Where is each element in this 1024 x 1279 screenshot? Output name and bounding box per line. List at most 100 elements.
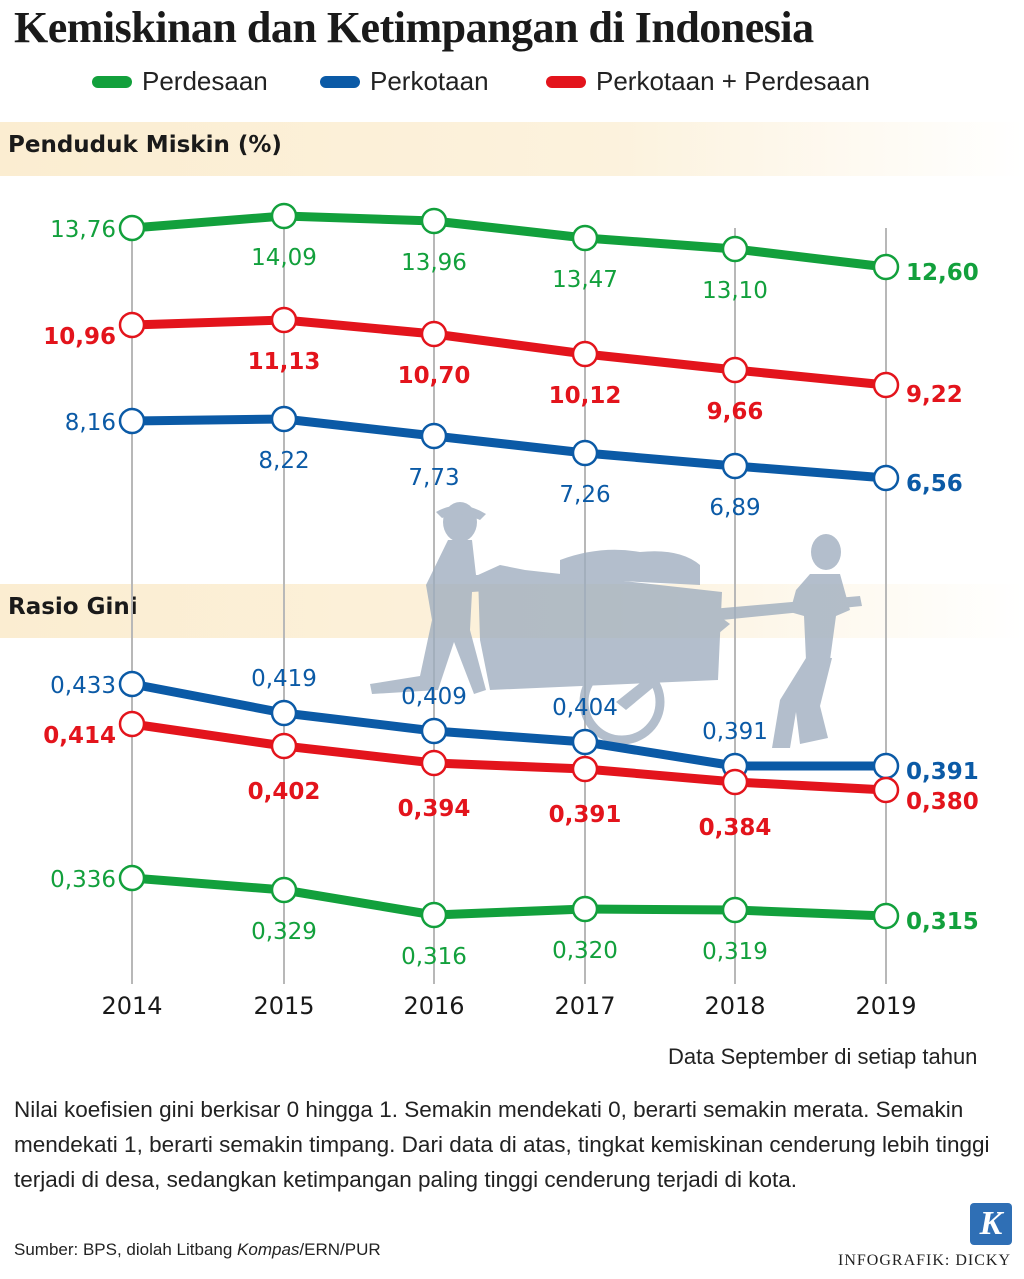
data-point (420, 207, 448, 235)
page-title: Kemiskinan dan Ketimpangan di Indonesia (14, 3, 814, 52)
data-label: 0,336 (50, 867, 116, 893)
data-point (270, 876, 298, 904)
x-axis: 2014 2015 2016 2017 2018 2019 (101, 992, 916, 1020)
series-line (127, 719, 891, 795)
data-point (721, 356, 749, 384)
source-prefix: Sumber: BPS, diolah Litbang (14, 1240, 238, 1259)
data-point (571, 755, 599, 783)
data-label: 0,315 (906, 909, 979, 935)
description-text: Nilai koefisien gini berkisar 0 hingga 1… (14, 1097, 990, 1192)
data-point (118, 710, 146, 738)
data-label: 0,409 (401, 684, 467, 710)
data-label: 0,402 (248, 779, 321, 805)
data-label: 7,26 (559, 482, 610, 508)
data-point (420, 717, 448, 745)
data-label: 13,47 (552, 267, 618, 293)
data-point (118, 311, 146, 339)
data-point (872, 776, 900, 804)
legend-item-perdesaan: Perdesaan (92, 66, 268, 97)
data-label: 0,419 (251, 666, 317, 692)
data-label: 6,89 (709, 495, 760, 521)
x-tick-label: 2019 (855, 992, 916, 1020)
data-label: 10,12 (549, 383, 622, 409)
data-point (420, 320, 448, 348)
data-point (571, 895, 599, 923)
legend-item-gabungan: Perkotaan + Perdesaan (546, 66, 870, 97)
data-label: 8,22 (258, 448, 309, 474)
data-point (571, 224, 599, 252)
data-label: 11,13 (248, 349, 321, 375)
data-point (118, 670, 146, 698)
data-point (420, 422, 448, 450)
series-line (127, 679, 891, 771)
data-label: 9,22 (906, 382, 963, 408)
data-label: 10,70 (398, 363, 471, 389)
data-point (721, 768, 749, 796)
data-label: 0,384 (699, 815, 772, 841)
legend-label: Perdesaan (142, 66, 268, 96)
data-point (721, 896, 749, 924)
data-point (270, 306, 298, 334)
infographic-credit: INFOGRAFIK: DICKY (838, 1252, 1012, 1269)
data-point (872, 752, 900, 780)
legend-label: Perkotaan (370, 66, 489, 96)
data-note: Data September di setiap tahun (668, 1044, 978, 1069)
x-tick-label: 2014 (101, 992, 162, 1020)
data-point (270, 405, 298, 433)
data-label: 0,320 (552, 938, 618, 964)
data-label: 0,391 (702, 719, 768, 745)
section-band-miskin: Penduduk Miskin (%) (0, 122, 1024, 176)
section-title-miskin: Penduduk Miskin (%) (8, 132, 282, 158)
source-publication: Kompas (237, 1240, 300, 1259)
source-text: Sumber: BPS, diolah Litbang Kompas/ERN/P… (14, 1240, 381, 1260)
cart-pushers-illustration (370, 502, 862, 748)
data-point (270, 732, 298, 760)
data-label: 13,76 (50, 217, 116, 243)
data-label: 14,09 (251, 245, 317, 271)
series-line (127, 211, 891, 272)
series-line (127, 315, 891, 390)
x-tick-label: 2015 (253, 992, 314, 1020)
data-label: 8,16 (65, 410, 116, 436)
data-label: 10,96 (43, 324, 116, 350)
data-label: 13,96 (401, 250, 467, 276)
legend-swatch-blue (320, 75, 360, 88)
data-point (571, 340, 599, 368)
data-point (721, 452, 749, 480)
line-chart: 13,76 14,09 13,96 13,47 13,10 12,60 10,96 11,13… (43, 202, 979, 1020)
data-point (420, 901, 448, 929)
kompas-logo: K (970, 1203, 1012, 1245)
data-label: 9,66 (707, 399, 764, 425)
series-line (127, 414, 891, 483)
x-tick-label: 2016 (403, 992, 464, 1020)
data-label: 0,319 (702, 939, 768, 965)
data-label: 0,414 (43, 723, 116, 749)
legend-label: Perkotaan + Perdesaan (596, 66, 870, 96)
data-point (721, 235, 749, 263)
data-label: 0,329 (251, 919, 317, 945)
legend-swatch-red (546, 75, 586, 88)
data-point (872, 902, 900, 930)
data-label: 0,433 (50, 673, 116, 699)
data-point (872, 371, 900, 399)
data-label: 12,60 (906, 260, 979, 286)
data-point (270, 699, 298, 727)
data-label: 7,73 (408, 465, 459, 491)
legend: Perdesaan Perkotaan Perkotaan + Perdesaa… (0, 66, 1024, 102)
data-label: 6,56 (906, 471, 963, 497)
data-point (872, 464, 900, 492)
data-label: 0,380 (906, 789, 979, 815)
data-label: 13,10 (702, 278, 768, 304)
data-point (270, 202, 298, 230)
data-label: 0,316 (401, 944, 467, 970)
data-label: 0,391 (906, 759, 979, 785)
section-title-gini: Rasio Gini (8, 594, 138, 620)
source-suffix: /ERN/PUR (299, 1240, 381, 1259)
series-line (127, 873, 891, 921)
data-point (872, 253, 900, 281)
data-point (118, 214, 146, 242)
data-point (118, 864, 146, 892)
data-point (420, 749, 448, 777)
data-point (571, 728, 599, 756)
data-point (571, 439, 599, 467)
